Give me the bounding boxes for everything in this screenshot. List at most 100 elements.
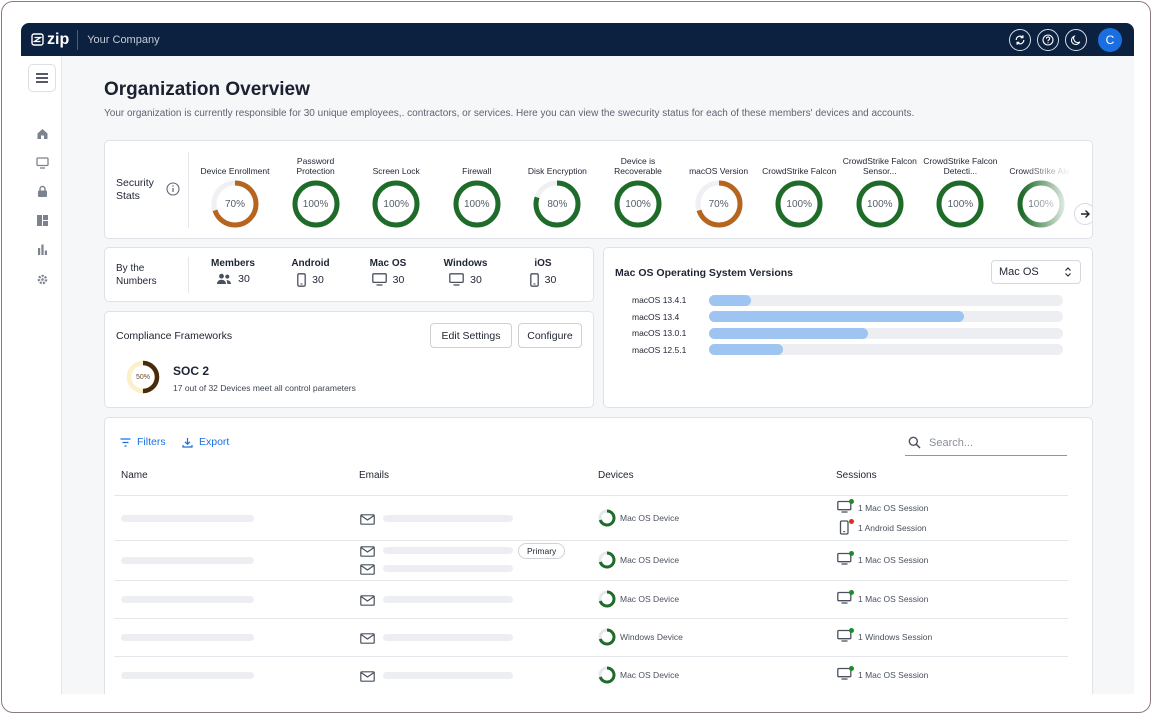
primary-badge: Primary [518, 543, 566, 559]
ring-progress [936, 180, 984, 228]
security-stat[interactable]: CrowdStrike Falcon 100% [759, 154, 839, 229]
security-stat[interactable]: Device is Recoverable 100% [598, 154, 678, 229]
ring-progress [292, 180, 340, 228]
security-stat-value: 100% [786, 198, 812, 210]
device-cell[interactable]: Mac OS Device [598, 666, 679, 684]
device-status-ring-icon [598, 666, 616, 684]
macos-version-bar-track [709, 327, 1063, 339]
security-stat-ring: 100% [774, 179, 824, 229]
stats-next-button[interactable] [1074, 203, 1092, 225]
session-item[interactable]: 1 Mac OS Session [837, 499, 928, 515]
sync-button[interactable] [1009, 28, 1031, 51]
numbers-item-members[interactable]: Members 30 [198, 258, 268, 285]
security-stat[interactable]: Screen Lock 100% [356, 154, 436, 229]
device-cell[interactable]: Mac OS Device [598, 551, 679, 569]
security-stat[interactable]: Password Protection 100% [276, 154, 356, 229]
zip-logo-icon [31, 33, 44, 46]
filters-button[interactable]: Filters [120, 436, 166, 448]
sidebar-item-security[interactable] [35, 184, 49, 198]
header-divider [114, 495, 1068, 496]
security-stat-value: 80% [547, 198, 568, 210]
session-item[interactable]: 1 Windows Session [837, 628, 932, 644]
security-stat[interactable]: CrowdStrike Falcon Sensor... 100% [840, 154, 920, 229]
edit-settings-button[interactable]: Edit Settings [430, 323, 512, 348]
column-header-emails[interactable]: Emails [359, 470, 390, 481]
device-status-ring-icon [598, 628, 616, 646]
logo[interactable]: zip [31, 31, 69, 49]
column-header-devices[interactable]: Devices [598, 470, 634, 481]
macos-version-bar[interactable] [709, 311, 964, 322]
macos-version-bar[interactable] [709, 344, 784, 355]
sidebar-item-devices[interactable] [35, 155, 49, 169]
monitor-icon [837, 551, 854, 567]
session-item[interactable]: 1 Android Session [837, 519, 927, 535]
numbers-item-android[interactable]: Android 30 [276, 258, 346, 287]
security-stat[interactable]: Disk Encryption 80% [517, 154, 597, 229]
security-stat-name: Password Protection [276, 154, 356, 176]
session-status-dot [849, 666, 854, 671]
session-item[interactable]: 1 Mac OS Session [837, 551, 929, 567]
column-header-sessions[interactable]: Sessions [836, 470, 877, 481]
chevron-updown-icon [1065, 267, 1071, 277]
security-stat-ring: 100% [855, 179, 905, 229]
ring-progress [453, 180, 501, 228]
security-stats-label-text: Security Stats [116, 177, 154, 202]
numbers-item-windows[interactable]: Windows 30 [431, 258, 501, 286]
top-bar: zip Your Company C [21, 23, 1134, 56]
monitor-icon [837, 499, 854, 515]
info-icon[interactable] [166, 182, 180, 201]
session-label: 1 Android Session [858, 522, 927, 533]
soc2-percent: 50% [135, 373, 150, 381]
device-status-ring-icon [598, 509, 616, 527]
session-item[interactable]: 1 Mac OS Session [837, 590, 928, 606]
numbers-item-mac-os[interactable]: Mac OS 30 [353, 258, 423, 286]
security-stat-ring: 100% [452, 179, 502, 229]
mail-icon [360, 544, 375, 562]
phone-icon [529, 273, 545, 287]
session-item[interactable]: 1 Mac OS Session [837, 666, 928, 682]
sidebar-item-home[interactable] [35, 126, 49, 140]
session-label: 1 Mac OS Session [858, 554, 929, 565]
configure-button[interactable]: Configure [518, 323, 582, 348]
device-cell[interactable]: Mac OS Device [598, 509, 679, 527]
security-stat[interactable]: Firewall 100% [437, 154, 517, 229]
device-cell[interactable]: Windows Device [598, 628, 683, 646]
macos-version-bar[interactable] [709, 327, 869, 339]
security-stat-name: Device is Recoverable [598, 154, 678, 176]
by-the-numbers-card: By the Numbers Members 30 Android 30 Mac OS 3… [104, 247, 594, 302]
sidebar-item-settings[interactable] [35, 272, 49, 286]
export-button[interactable]: Export [182, 436, 229, 448]
security-stat-name: CrowdStrike Falcon Sensor... [840, 154, 920, 176]
numbers-item-ios[interactable]: iOS 30 [508, 258, 578, 287]
security-stat-name: Screen Lock [356, 154, 436, 176]
avatar[interactable]: C [1098, 27, 1122, 52]
hamburger-icon [36, 73, 48, 83]
security-stat-name-text: Screen Lock [372, 166, 420, 176]
ring-progress [533, 180, 581, 228]
ring-progress [856, 180, 904, 228]
mail-icon [360, 669, 375, 687]
numbers-item-title: Windows [443, 258, 488, 269]
sidebar-item-reports[interactable] [35, 242, 49, 256]
security-stat-name: CrowdStrike Falcon Detecti... [920, 154, 1000, 176]
menu-button[interactable] [28, 64, 56, 92]
security-stat[interactable]: macOS Version 70% [679, 154, 759, 229]
monitor-icon [837, 666, 854, 682]
session-status-dot [849, 499, 854, 504]
device-label: Windows Device [620, 632, 683, 642]
security-stat[interactable]: Device Enrollment 70% [195, 154, 275, 229]
device-cell[interactable]: Mac OS Device [598, 590, 679, 608]
help-button[interactable] [1037, 28, 1059, 51]
numbers-item-row: 30 [198, 273, 268, 285]
progress-ring-icon [775, 180, 823, 228]
ring-progress [598, 551, 616, 569]
macos-version-row: macOS 13.4.1 [632, 294, 1063, 306]
security-stat[interactable]: CrowdStrike Falcon Detecti... 100% [920, 154, 1000, 229]
column-header-name[interactable]: Name [121, 470, 148, 481]
sidebar-item-dashboard[interactable] [35, 213, 49, 227]
search-input[interactable] [929, 436, 1049, 449]
security-stat-value: 100% [383, 198, 409, 210]
macos-version-bar[interactable] [709, 294, 752, 306]
os-select[interactable]: Mac OS [991, 260, 1081, 284]
theme-toggle-button[interactable] [1065, 28, 1087, 51]
